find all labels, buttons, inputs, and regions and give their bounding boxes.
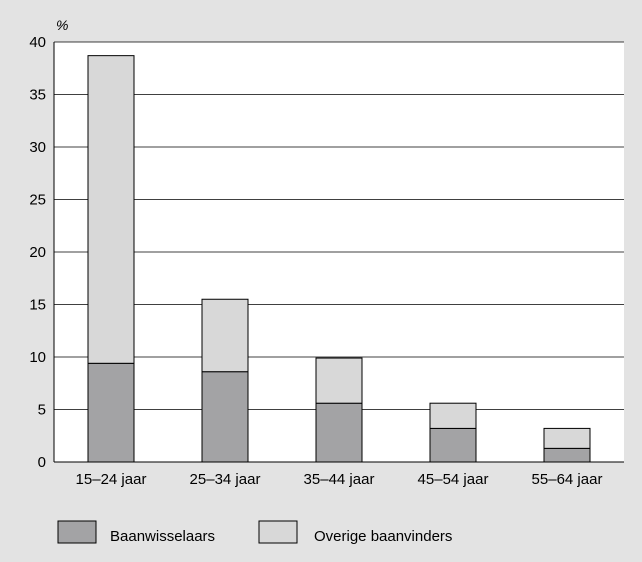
x-tick-label: 15–24 jaar <box>76 471 147 488</box>
legend-label: Baanwisselaars <box>110 528 215 545</box>
legend-swatch <box>259 521 297 543</box>
y-tick-label: 25 <box>29 192 46 209</box>
y-tick-labels: 0 5 10 15 20 25 30 35 40 <box>29 34 46 471</box>
x-tick-labels: 15–24 jaar 25–34 jaar 35–44 jaar 45–54 jaar… <box>76 471 603 488</box>
x-tick-label: 35–44 jaar <box>304 471 375 488</box>
legend: Baanwisselaars Overige baanvinders <box>58 521 452 545</box>
bar-baanwisselaars <box>544 448 590 462</box>
y-tick-label: 0 <box>38 454 46 471</box>
bar-overige-baanvinders <box>202 299 248 371</box>
bar-baanwisselaars <box>88 363 134 462</box>
legend-swatch <box>58 521 96 543</box>
x-tick-label: 45–54 jaar <box>418 471 489 488</box>
bar-overige-baanvinders <box>88 56 134 364</box>
y-tick-label: 40 <box>29 34 46 51</box>
bar-overige-baanvinders <box>316 358 362 403</box>
y-tick-label: 10 <box>29 349 46 366</box>
y-tick-label: 30 <box>29 139 46 156</box>
y-tick-label: 35 <box>29 87 46 104</box>
bar-overige-baanvinders <box>430 403 476 428</box>
x-tick-label: 25–34 jaar <box>190 471 261 488</box>
y-tick-label: 15 <box>29 297 46 314</box>
y-tick-label: 20 <box>29 244 46 261</box>
y-tick-label: 5 <box>38 402 46 419</box>
bar-baanwisselaars <box>202 372 248 462</box>
legend-label: Overige baanvinders <box>314 528 452 545</box>
x-tick-label: 55–64 jaar <box>532 471 603 488</box>
bar-baanwisselaars <box>316 403 362 462</box>
y-unit-label: % <box>56 17 68 33</box>
bar-baanwisselaars <box>430 428 476 462</box>
bar-overige-baanvinders <box>544 428 590 448</box>
